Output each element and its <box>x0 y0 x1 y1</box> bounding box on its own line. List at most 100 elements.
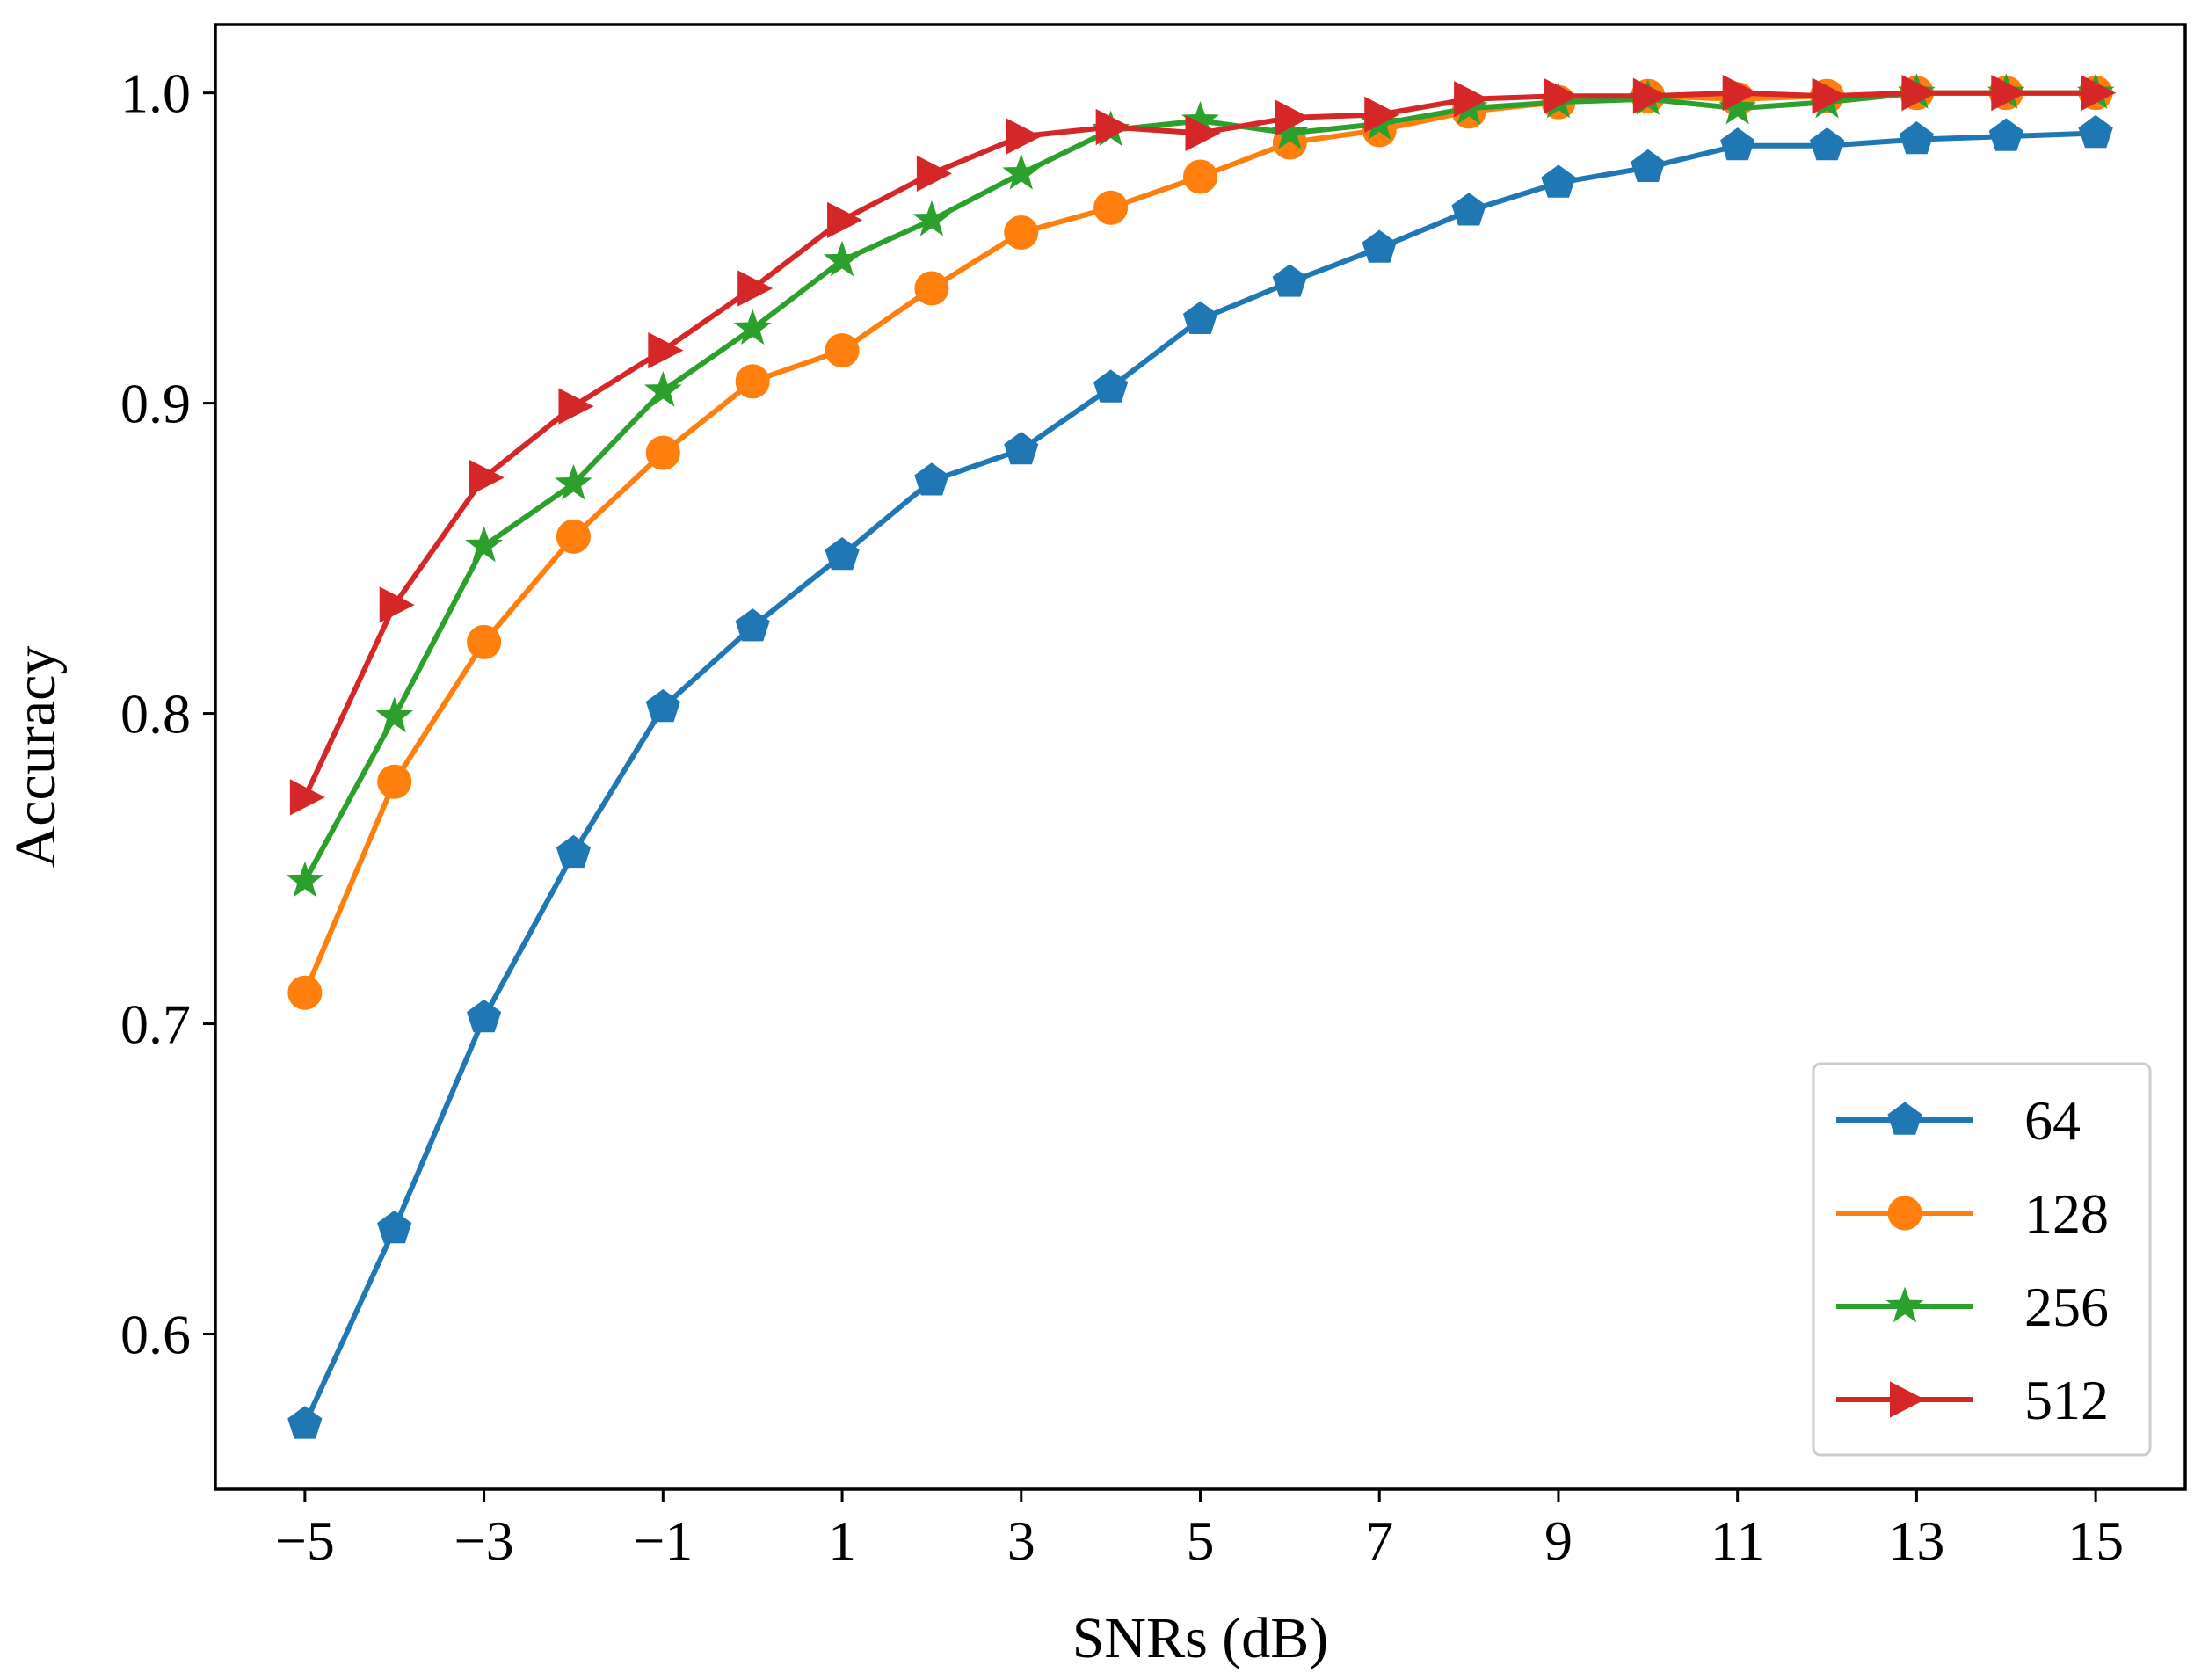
x-tick-label: −3 <box>454 1509 514 1572</box>
data-point-64 <box>287 1406 323 1439</box>
data-point-256 <box>465 526 504 563</box>
legend-item-64: 64 <box>1836 1089 2081 1152</box>
data-point-128 <box>1093 190 1129 225</box>
legend-marker-64 <box>1887 1102 1922 1135</box>
data-point-64 <box>1451 193 1486 226</box>
data-point-64 <box>1362 229 1397 263</box>
data-point-512 <box>1006 118 1042 155</box>
data-point-128 <box>287 975 323 1010</box>
x-tick-label: −1 <box>633 1509 693 1572</box>
data-point-256 <box>733 309 772 345</box>
data-point-128 <box>556 519 591 554</box>
data-point-512 <box>1543 77 1580 114</box>
data-point-512 <box>1095 108 1131 146</box>
data-point-512 <box>1632 77 1668 114</box>
series-64 <box>287 114 2113 1439</box>
data-point-64 <box>1004 431 1039 465</box>
data-point-64 <box>377 1210 412 1244</box>
legend-label-256: 256 <box>2024 1276 2109 1338</box>
series-layer <box>286 73 2117 1439</box>
x-tick-label: 11 <box>1711 1509 1765 1572</box>
plot-area <box>214 23 2187 1491</box>
data-point-256 <box>823 240 861 277</box>
data-point-512 <box>648 331 684 369</box>
data-point-512 <box>289 779 325 816</box>
y-tick-label: 0.7 <box>120 993 191 1056</box>
data-point-512 <box>737 270 774 307</box>
data-point-512 <box>1185 114 1221 152</box>
data-point-512 <box>379 586 415 623</box>
legend-label-64: 64 <box>2024 1089 2081 1152</box>
data-point-64 <box>735 608 770 642</box>
legend-label-512: 512 <box>2024 1369 2109 1431</box>
data-point-512 <box>1812 77 1848 114</box>
data-point-64 <box>1182 301 1218 334</box>
data-point-128 <box>825 333 860 368</box>
legend-label-128: 128 <box>2024 1182 2109 1245</box>
x-tick-label: 15 <box>2067 1509 2124 1572</box>
data-point-512 <box>2081 75 2117 112</box>
data-point-128 <box>377 764 412 799</box>
series-512 <box>289 75 2117 816</box>
x-axis-label: SNRs (dB) <box>1072 1606 1329 1670</box>
y-axis-ticks: 0.6 0.7 0.8 0.9 1.0 <box>120 62 215 1366</box>
legend-box <box>1812 1062 2152 1457</box>
data-point-256 <box>912 200 951 236</box>
data-point-128 <box>914 271 949 306</box>
data-point-256 <box>643 371 682 407</box>
data-point-64 <box>1093 369 1129 403</box>
legend-item-128: 128 <box>1836 1182 2109 1245</box>
data-point-64 <box>825 536 860 571</box>
x-tick-label: 1 <box>828 1509 856 1572</box>
data-point-512 <box>1901 75 1937 112</box>
series-256 <box>286 73 2115 898</box>
data-point-128 <box>645 435 680 470</box>
data-point-64 <box>1541 164 1576 198</box>
data-point-512 <box>1364 96 1400 133</box>
x-axis-ticks: −5 −3 −1 1 3 5 7 9 11 13 15 <box>275 1489 2124 1572</box>
data-point-256 <box>286 861 324 898</box>
legend-marker-256 <box>1885 1286 1924 1323</box>
x-tick-label: 7 <box>1365 1509 1393 1572</box>
data-point-64 <box>2078 114 2113 149</box>
data-point-512 <box>469 459 505 496</box>
data-point-64 <box>467 999 502 1033</box>
y-axis-label: Accuracy <box>4 646 68 869</box>
data-point-64 <box>556 834 592 869</box>
y-tick-label: 0.6 <box>120 1304 191 1366</box>
data-point-64 <box>1988 118 2023 151</box>
data-point-512 <box>558 388 594 425</box>
data-point-512 <box>1991 75 2027 112</box>
data-point-64 <box>645 688 680 723</box>
data-point-64 <box>914 462 949 496</box>
data-point-512 <box>1454 81 1490 118</box>
data-point-64 <box>1720 127 1755 161</box>
y-tick-label: 1.0 <box>120 62 191 125</box>
legend-items: 64 128 256 512 <box>1836 1089 2109 1431</box>
data-point-128 <box>735 364 770 399</box>
x-tick-label: 13 <box>1888 1509 1944 1572</box>
x-tick-label: 9 <box>1544 1509 1573 1572</box>
data-point-64 <box>1899 120 1934 155</box>
data-point-128 <box>1183 159 1217 194</box>
legend-item-512: 512 <box>1836 1369 2109 1431</box>
legend-marker-512 <box>1890 1381 1926 1418</box>
x-tick-label: 3 <box>1007 1509 1035 1572</box>
data-point-256 <box>1002 153 1041 190</box>
data-point-64 <box>1809 127 1845 161</box>
data-point-64 <box>1631 149 1666 182</box>
data-point-128 <box>467 624 502 659</box>
data-point-512 <box>1722 75 1758 112</box>
data-point-512 <box>916 155 953 193</box>
data-point-256 <box>555 463 592 500</box>
data-point-128 <box>1004 215 1039 250</box>
data-point-512 <box>827 201 863 238</box>
y-tick-label: 0.9 <box>120 373 191 435</box>
data-point-256 <box>375 696 414 733</box>
x-tick-label: 5 <box>1187 1509 1215 1572</box>
y-tick-label: 0.8 <box>120 683 191 745</box>
series-line-512 <box>302 90 2096 799</box>
legend-marker-128 <box>1887 1196 1922 1231</box>
data-point-512 <box>1275 99 1311 136</box>
